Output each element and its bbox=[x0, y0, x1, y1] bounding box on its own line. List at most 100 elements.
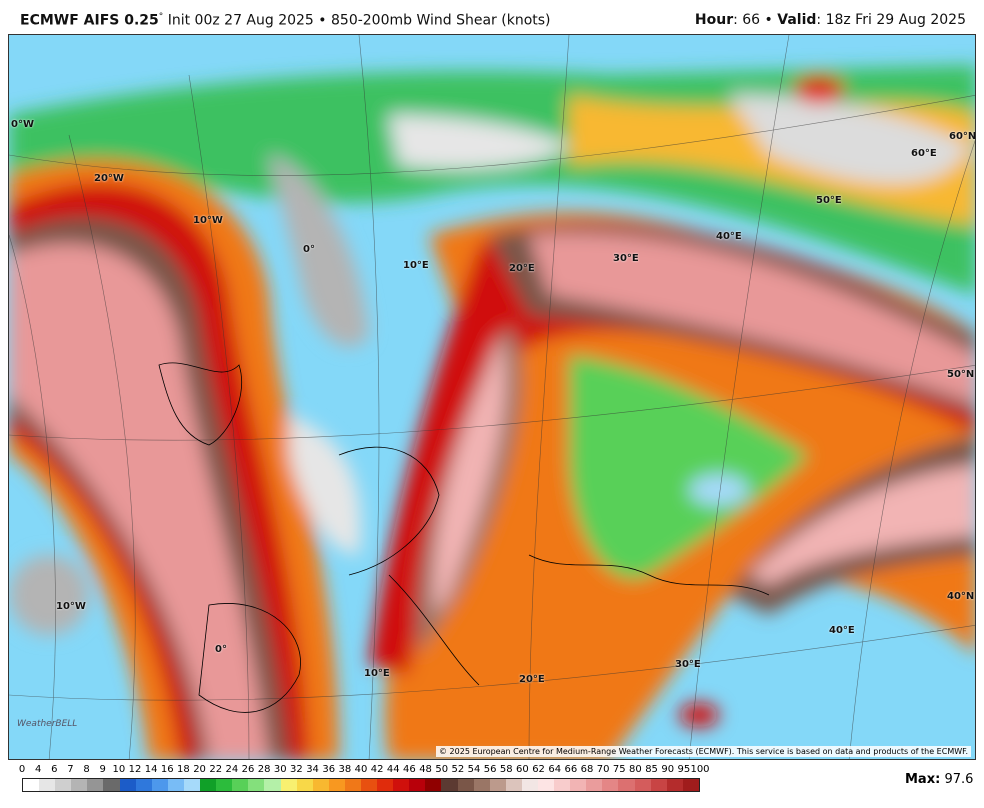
colorbar-tick-label: 26 bbox=[241, 764, 255, 775]
color-swatch bbox=[55, 779, 72, 791]
hour-value: : 66 • bbox=[733, 12, 773, 28]
color-swatch bbox=[377, 779, 394, 791]
valid-value: : 18z Fri 29 Aug 2025 bbox=[816, 12, 966, 28]
grid-label: 10°E bbox=[364, 668, 390, 679]
colorbar-tick-label: 66 bbox=[564, 764, 578, 775]
colorbar-tick-label: 85 bbox=[645, 764, 658, 775]
colorbar-tick-label: 90 bbox=[661, 764, 675, 775]
color-swatch bbox=[409, 779, 426, 791]
color-swatch bbox=[554, 779, 571, 791]
color-swatch bbox=[119, 779, 136, 791]
colorbar-tick-label: 8 bbox=[83, 764, 90, 775]
grid-label: 40°E bbox=[716, 231, 742, 242]
color-swatch bbox=[23, 779, 40, 791]
color-swatch bbox=[489, 779, 506, 791]
color-swatch bbox=[618, 779, 635, 791]
color-swatch bbox=[183, 779, 201, 791]
colorbar-tick-label: 10 bbox=[112, 764, 126, 775]
color-swatch bbox=[87, 779, 104, 791]
color-swatch bbox=[521, 779, 538, 791]
color-swatch bbox=[328, 779, 345, 791]
color-swatch bbox=[457, 779, 474, 791]
color-swatch bbox=[71, 779, 88, 791]
grid-label: 10°W bbox=[193, 215, 223, 226]
grid-label: 50°N bbox=[947, 369, 975, 380]
color-swatch bbox=[360, 779, 378, 791]
color-swatch bbox=[216, 779, 233, 791]
colorbar-tick-label: 68 bbox=[580, 764, 594, 775]
colorbar-tick-label: 20 bbox=[193, 764, 206, 775]
grid-label: 30°E bbox=[613, 253, 639, 264]
colorbar-tick-label: 56 bbox=[483, 764, 497, 775]
color-swatch bbox=[135, 779, 152, 791]
colorbar-tick-label: 42 bbox=[370, 764, 384, 775]
description: Init 00z 27 Aug 2025 • 850-200mb Wind Sh… bbox=[167, 12, 551, 29]
colorbar-tick-label: 7 bbox=[67, 764, 74, 775]
max: Max: 97.6 bbox=[905, 772, 973, 787]
colorbar-tick-label: 36 bbox=[322, 764, 336, 775]
colorbar-tick-label: 6 bbox=[51, 764, 58, 775]
valid-label: Valid bbox=[777, 12, 817, 28]
grid-label: 0° bbox=[303, 244, 315, 255]
grid-label: 10°E bbox=[403, 260, 429, 271]
colorbar-tick-label: 12 bbox=[128, 764, 142, 775]
colorbar-tick-label: 48 bbox=[419, 764, 432, 775]
logo: WeatherBELL bbox=[17, 719, 78, 729]
colorbar-tick-label: 14 bbox=[144, 764, 158, 775]
grid-label: 10°W bbox=[56, 601, 86, 612]
colorbar-tick-label: 34 bbox=[306, 764, 319, 775]
wind-shear-field bbox=[9, 35, 975, 759]
color-swatch bbox=[505, 779, 522, 791]
degree: ° bbox=[158, 12, 164, 22]
map: WeatherBELL © 2025 European Centre for M… bbox=[8, 34, 976, 760]
colorbar-tick-label: 52 bbox=[451, 764, 465, 775]
hour-label: Hour bbox=[694, 12, 734, 28]
colorbar-tick-label: 46 bbox=[403, 764, 416, 775]
color-swatch bbox=[666, 779, 683, 791]
max-label: Max: bbox=[905, 772, 941, 787]
color-swatch bbox=[650, 779, 667, 791]
color-swatch bbox=[344, 779, 361, 791]
colorbar-tick-label: 32 bbox=[290, 764, 303, 775]
color-swatch bbox=[280, 779, 297, 791]
color-swatch bbox=[538, 779, 555, 791]
colorbar-tick-label: 58 bbox=[499, 764, 513, 775]
colorbar-tick-label: 40 bbox=[354, 764, 368, 775]
valid-time: Hour: 66 • Valid: 18z Fri 29 Aug 2025 bbox=[695, 12, 966, 28]
grid-label: 30°E bbox=[675, 659, 701, 670]
colorbar-tick-label: 62 bbox=[532, 764, 545, 775]
colorbar-tick-label: 22 bbox=[209, 764, 223, 775]
color-swatch bbox=[312, 779, 329, 791]
max-value: 97.6 bbox=[944, 772, 974, 787]
colorbar-tick-label: 38 bbox=[338, 764, 352, 775]
color-swatch bbox=[570, 779, 587, 791]
colorbar-tick-label: 18 bbox=[177, 764, 190, 775]
color-swatch bbox=[586, 779, 603, 791]
color-swatch bbox=[248, 779, 265, 791]
color-swatch bbox=[473, 779, 490, 791]
colorbar-tick-label: 100 bbox=[690, 764, 710, 775]
colorbar-tick-label: 28 bbox=[257, 764, 271, 775]
colorbar-tick-label: 44 bbox=[386, 764, 400, 775]
colorbar-tick-label: 16 bbox=[160, 764, 174, 775]
color-swatch bbox=[393, 779, 410, 791]
colorbar-tick-label: 30 bbox=[273, 764, 287, 775]
colorbar-tick-label: 4 bbox=[34, 764, 42, 775]
grid-label: 20°W bbox=[94, 173, 124, 184]
color-swatch bbox=[634, 779, 651, 791]
grid-label: 60°E bbox=[911, 148, 937, 159]
color-swatch bbox=[232, 779, 249, 791]
model: ECMWF AIFS 0.25 bbox=[20, 12, 159, 29]
grid-label: 60°N bbox=[949, 131, 976, 142]
colorbar-tick-label: 50 bbox=[435, 764, 449, 775]
color-swatch bbox=[296, 779, 313, 791]
title: ECMWF AIFS 0.25° Init 00z 27 Aug 2025 • … bbox=[20, 12, 551, 29]
colorbar-tick-label: 80 bbox=[629, 764, 642, 775]
grid-label: 50°E bbox=[816, 195, 842, 206]
color-swatch bbox=[425, 779, 442, 791]
colorbar-tick-label: 64 bbox=[548, 764, 562, 775]
copyright: © 2025 European Centre for Medium-Range … bbox=[436, 746, 971, 757]
colorbar-tick-label: 9 bbox=[99, 764, 106, 775]
color-swatch bbox=[441, 779, 458, 791]
